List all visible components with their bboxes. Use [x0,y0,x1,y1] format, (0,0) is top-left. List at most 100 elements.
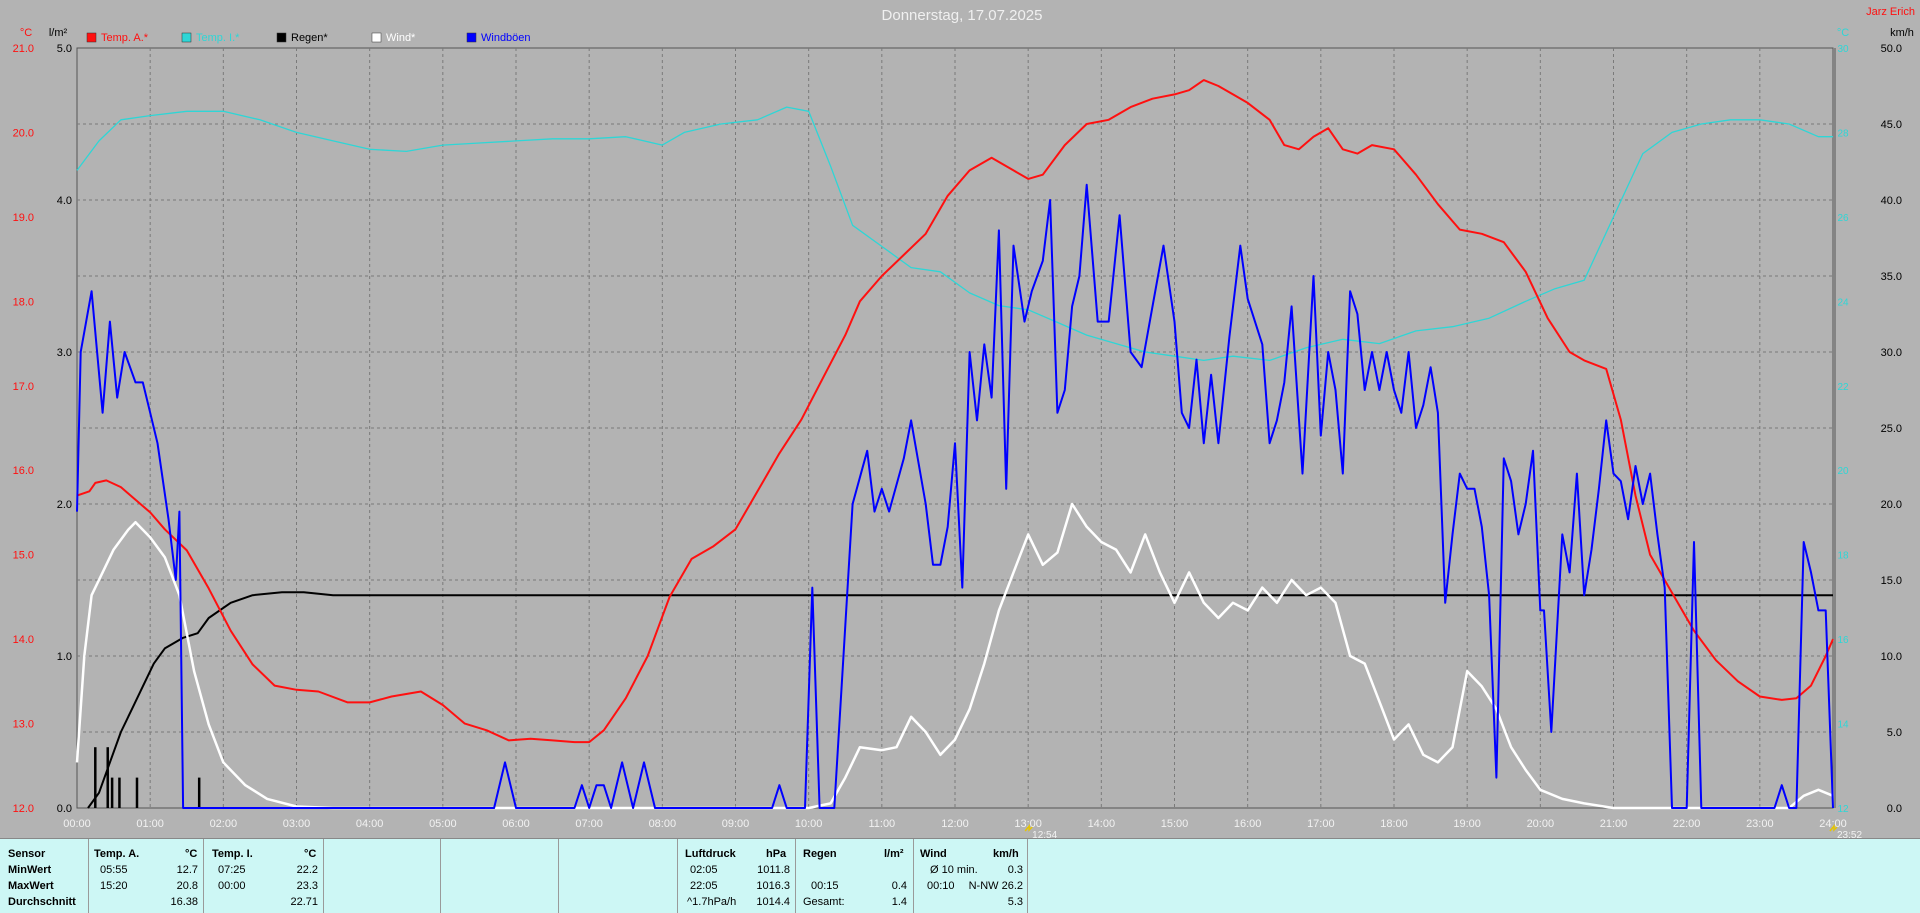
wind-tick-label: 15.0 [1881,575,1902,587]
temp-i-min: 22.2 [296,864,318,876]
legend-label: Wind* [386,32,416,44]
x-tick-label: 21:00 [1600,818,1628,830]
x-tick-label: 17:00 [1307,818,1335,830]
pressure-trend: ^1.7hPa/h [687,896,737,908]
x-tick-label: 11:00 [868,818,895,830]
wind-tick-label: 10.0 [1881,651,1902,663]
indoor-unit-label: °C [1837,27,1849,39]
wind-max-time: 00:10 [927,880,955,892]
row-avg-label: Durchschnitt [8,896,76,908]
wind-avg10: 0.3 [1007,864,1023,876]
wind-avg: 5.3 [1007,896,1023,908]
wind-tick-label: 5.0 [1887,727,1902,739]
series-line-wind [75,502,1834,810]
pressure-max: 1016.3 [756,880,790,892]
indoor-tick-label: 22 [1837,382,1849,393]
wind-avg10-label: Ø 10 min. [930,864,978,876]
legend-label: Temp. I.* [196,32,240,44]
pressure-min: 1011.8 [757,864,790,876]
legend-swatch [86,32,97,43]
series-line-windböen [76,183,1834,809]
axes-layer: 00:00 01:00 02:00 03:00 04:00 05:00 06:00 07:00… [13,43,1902,830]
temp-i-max: 23.3 [296,880,318,892]
temp-unit-label: °C [20,27,32,39]
x-tick-label: 13:00 [1014,818,1042,830]
rain-tick-label: 4.0 [57,195,72,207]
temp-tick-label: 15.0 [13,550,34,562]
rain-tick-label: 1.0 [57,651,72,663]
marker-label: 23:52 [1837,830,1862,838]
statistics-panel: Sensor MinWert MaxWert Durchschnitt Temp… [0,838,1920,913]
wind-unit-label: km/h [1890,27,1914,39]
lightning-icon [1829,823,1838,832]
x-tick-label: 16:00 [1234,818,1262,830]
x-tick-label: 01:00 [136,818,164,830]
indoor-tick-label: 30 [1837,44,1849,55]
rain-title: Regen [803,848,837,860]
wind-title: Wind [920,848,947,860]
legend-label: Windböen [481,32,531,44]
indoor-tick-label: 12 [1837,804,1849,815]
wind-tick-label: 45.0 [1881,119,1902,131]
temp-a-min-time: 05:55 [100,864,128,876]
pressure-title: Luftdruck [685,848,736,860]
temp-i-unit: °C [304,848,317,860]
temp-tick-label: 17.0 [13,381,34,393]
x-tick-label: 00:00 [63,818,91,830]
x-tick-label: 06:00 [502,818,530,830]
wind-unit: km/h [993,848,1019,860]
indoor-tick-label: 28 [1837,128,1849,139]
x-tick-label: 07:00 [575,818,603,830]
temp-i-title: Temp. I. [212,848,253,860]
temp-tick-label: 16.0 [13,465,34,477]
rain-total-label: Gesamt: [803,896,845,908]
pressure-avg: 1014.4 [756,896,790,908]
sensor-header: Sensor [8,848,46,860]
wind-tick-label: 50.0 [1881,43,1902,55]
rain-max-time: 00:15 [811,880,839,892]
temp-tick-label: 21.0 [13,43,34,55]
indoor-tick-label: 20 [1837,466,1849,477]
temp-i-max-time: 00:00 [218,880,246,892]
temp-i-min-time: 07:25 [218,864,246,876]
x-tick-label: 14:00 [1088,818,1116,830]
series-line-tempa [76,79,1834,744]
wind-tick-label: 25.0 [1881,423,1902,435]
legend-swatch [181,32,192,43]
legend-swatch [276,32,287,43]
series-line-tempi [76,106,1833,362]
rain-tick-label: 0.0 [57,803,72,815]
x-tick-label: 22:00 [1673,818,1701,830]
x-tick-label: 24:00 [1819,818,1847,830]
rain-max: 0.4 [891,880,907,892]
temp-tick-label: 14.0 [13,634,34,646]
x-tick-label: 02:00 [210,818,238,830]
indoor-tick-label: 16 [1837,635,1849,646]
wind-max: N-NW 26.2 [968,880,1023,892]
wind-tick-label: 20.0 [1881,499,1902,511]
temp-tick-label: 13.0 [13,719,34,731]
indoor-tick-label: 26 [1837,213,1849,224]
indoor-tick-label: 24 [1837,297,1849,308]
x-tick-label: 23:00 [1746,818,1774,830]
grid [76,47,1836,809]
chart-title: Donnerstag, 17.07.2025 [882,7,1043,24]
x-tick-label: 18:00 [1380,818,1408,830]
weather-chart: 00:00 01:00 02:00 03:00 04:00 05:00 06:00 07:00… [13,6,1915,838]
rain-tick-label: 2.0 [57,499,72,511]
rain-total: 1.4 [891,896,907,908]
station-name: Jarz Erich [1866,6,1915,18]
wind-tick-label: 0.0 [1887,803,1902,815]
wind-tick-label: 35.0 [1881,271,1902,283]
temp-tick-label: 19.0 [13,212,34,224]
x-tick-label: 19:00 [1453,818,1481,830]
pressure-min-time: 02:05 [690,864,718,876]
temp-a-max-time: 15:20 [100,880,128,892]
marker-label: 12:54 [1032,830,1057,838]
pressure-max-time: 22:05 [690,880,718,892]
rain-tick-label: 5.0 [57,43,72,55]
temp-tick-label: 18.0 [13,296,34,308]
wind-tick-label: 40.0 [1881,195,1902,207]
legend: Temp. A.* Temp. I.* Regen* Wind* Windböen [86,32,531,44]
series-layer [75,79,1834,810]
